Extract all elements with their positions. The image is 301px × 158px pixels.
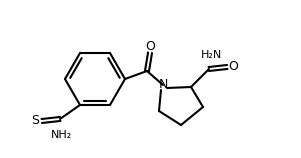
Text: S: S xyxy=(31,115,39,128)
Text: N: N xyxy=(158,79,168,91)
Text: O: O xyxy=(228,61,238,73)
Text: H₂N: H₂N xyxy=(201,50,223,60)
Text: NH₂: NH₂ xyxy=(51,130,73,140)
Text: O: O xyxy=(145,40,155,54)
